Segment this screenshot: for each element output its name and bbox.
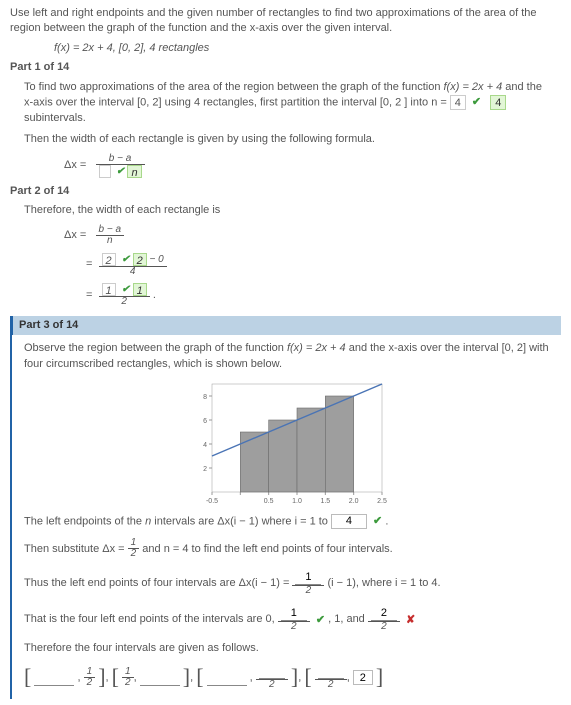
part2-header: Part 2 of 14: [10, 184, 561, 199]
p1-line1a: To find two approximations of the area o…: [24, 81, 444, 93]
int4-a-den: 2: [315, 680, 347, 691]
intro-fx: f(x) = 2x + 4, [0, 2], 4 rectangles: [54, 41, 561, 56]
part3-header: Part 3 of 14: [10, 316, 561, 335]
p1-ans-n2: 4: [490, 95, 506, 110]
check-icon: ✔: [313, 614, 325, 626]
p1-dx-label: Δx =: [64, 158, 86, 173]
check-icon: ✔: [469, 96, 481, 108]
svg-text:1.5: 1.5: [320, 498, 330, 505]
p1-line2a: x-axis over the interval [0, 2] using 4 …: [24, 96, 450, 108]
p3-l3b: and n = 4 to find the left end points of…: [142, 543, 392, 555]
svg-text:0.5: 0.5: [263, 498, 273, 505]
p1-fx: f(x) = 2x + 4: [444, 81, 503, 93]
p1-frac-num: b − a: [96, 154, 145, 166]
part1-body: To find two approximations of the area o…: [24, 80, 561, 178]
p2-dx-label: Δx =: [64, 228, 86, 243]
p3-ep4-den: 2: [368, 622, 400, 633]
p3-ep4-num[interactable]: [371, 606, 397, 621]
p3-l5mid: , 1, and: [328, 614, 368, 626]
p3-l2n: n: [145, 515, 151, 527]
check-icon: ✔: [370, 515, 382, 527]
p3-l3a: Then substitute Δx =: [24, 543, 128, 555]
p3-l4b: (i − 1), where i = 1 to 4.: [328, 577, 441, 589]
p3-l6: Therefore the four intervals are given a…: [24, 641, 551, 656]
p1-ans-n[interactable]: 4: [450, 95, 466, 110]
p1-ans-var2: n: [127, 165, 141, 178]
p2-den2: 2: [99, 297, 150, 308]
p3-l3den: 2: [128, 549, 140, 560]
int1-b-den: 2: [84, 678, 96, 689]
int2-a-den: 2: [122, 678, 134, 689]
p2-den4: 4: [99, 267, 167, 278]
p3-fx: f(x) = 2x + 4: [287, 342, 346, 354]
check-icon: ✔: [113, 166, 124, 177]
p3-l5a: That is the four left end points of the …: [24, 614, 278, 626]
p2-minus0: − 0: [150, 254, 164, 265]
p3-ep2-num[interactable]: [281, 606, 307, 621]
p2-frac-den: n: [96, 236, 125, 247]
p2-ans-b[interactable]: 2: [102, 253, 116, 266]
svg-text:2.5: 2.5: [377, 498, 387, 505]
check-icon: ✔: [118, 284, 129, 295]
part3-body: Observe the region between the graph of …: [10, 335, 561, 699]
svg-text:4: 4: [203, 442, 207, 449]
intro-text: Use left and right endpoints and the giv…: [10, 6, 561, 37]
int4-a-num[interactable]: [318, 664, 344, 679]
int2-a-num: 1: [122, 667, 134, 679]
p3-l2b: intervals are Δx(i − 1) where i = 1 to: [154, 515, 331, 527]
svg-text:1.0: 1.0: [292, 498, 302, 505]
p1-line4: Then the width of each rectangle is give…: [24, 132, 561, 147]
p3-l2a: The left endpoints of the: [24, 515, 145, 527]
svg-text:6: 6: [203, 418, 207, 425]
int4-b[interactable]: [353, 670, 373, 685]
int3-a[interactable]: [207, 671, 247, 686]
p1-ans-var1[interactable]: [99, 165, 111, 178]
int2-b[interactable]: [140, 671, 180, 686]
check-icon: ✔: [118, 254, 129, 265]
part2-body: Therefore, the width of each rectangle i…: [24, 203, 561, 307]
svg-text:8: 8: [203, 394, 207, 401]
p2-ans-one[interactable]: 1: [102, 283, 116, 296]
x-icon: ✘: [403, 614, 415, 626]
int3-b-den: 2: [256, 680, 288, 691]
p3-l4-num-input[interactable]: [295, 570, 321, 585]
p3-l4a: Thus the left end points of four interva…: [24, 577, 292, 589]
part1-header: Part 1 of 14: [10, 60, 561, 75]
p2-ans-one2: 1: [133, 283, 147, 296]
int3-b-num[interactable]: [259, 664, 285, 679]
p1-line3: subintervals.: [24, 111, 561, 126]
p3-graph: 2 4 6 8 -0.5 0.5 1.0 1.5 2.0 2.5: [188, 378, 388, 508]
p3-ep2-den: 2: [278, 622, 310, 633]
p2-ans-b2: 2: [133, 253, 147, 266]
p3-l1a: Observe the region between the graph of …: [24, 342, 287, 354]
p3-ans-four[interactable]: [331, 514, 367, 529]
p1-line1b: and the: [505, 81, 542, 93]
int1-b-num: 1: [84, 667, 96, 679]
p2-line1: Therefore, the width of each rectangle i…: [24, 203, 561, 218]
svg-text:2: 2: [203, 466, 207, 473]
int1-a[interactable]: [34, 671, 74, 686]
p3-l4den: 2: [292, 586, 324, 597]
svg-text:-0.5: -0.5: [205, 498, 217, 505]
svg-text:2.0: 2.0: [348, 498, 358, 505]
